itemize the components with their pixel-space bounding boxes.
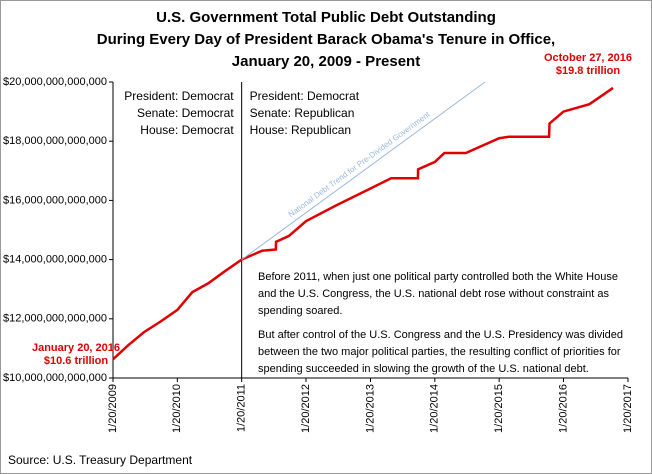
start-label: $10.6 trillion — [44, 355, 108, 367]
x-tick-label: 1/20/2011 — [236, 384, 248, 432]
party-label: House: Democrat — [140, 123, 234, 137]
note: But after control of the U.S. Congress a… — [258, 329, 623, 341]
trend-line — [241, 81, 486, 261]
x-tick-label: 1/20/2016 — [557, 384, 569, 433]
y-tick-label: $20,000,000,000,000 — [3, 76, 107, 88]
x-tick-label: 1/20/2017 — [622, 384, 634, 433]
y-tick-label: $18,000,000,000,000 — [3, 135, 107, 147]
note: and the U.S. Congress, the U.S. national… — [258, 288, 609, 300]
source: Source: U.S. Treasury Department — [8, 453, 193, 467]
x-tick-label: 1/20/2014 — [429, 384, 441, 433]
x-tick-label: 1/20/2009 — [107, 384, 119, 433]
x-tick-label: 1/20/2015 — [493, 384, 505, 433]
party-label: Senate: Democrat — [137, 106, 234, 120]
y-tick-label: $14,000,000,000,000 — [3, 254, 107, 266]
y-tick-label: $16,000,000,000,000 — [3, 194, 107, 206]
x-tick-label: 1/20/2010 — [171, 384, 183, 433]
x-tick-label: 1/20/2013 — [364, 384, 376, 433]
x-tick-label: 1/20/2012 — [300, 384, 312, 433]
chart-title: U.S. Government Total Public Debt Outsta… — [156, 9, 496, 26]
chart-title: During Every Day of President Barack Oba… — [97, 31, 555, 48]
party-label: President: Democrat — [124, 89, 234, 103]
y-tick-label: $12,000,000,000,000 — [3, 313, 107, 325]
y-tick-label: $10,000,000,000,000 — [3, 372, 107, 384]
debt-line — [112, 86, 614, 361]
start-label: January 20, 2016 — [32, 342, 120, 354]
note: Before 2011, when just one political par… — [258, 271, 618, 283]
note: between the two major political parties,… — [258, 346, 621, 358]
chart-title: January 20, 2009 - Present — [232, 53, 420, 70]
note: spending soared. — [258, 305, 342, 317]
party-label: President: Democrat — [250, 89, 360, 103]
end-label: $19.8 trillion — [556, 65, 620, 77]
party-label: House: Republican — [250, 123, 351, 137]
note: spending succeeded in slowing the growth… — [258, 363, 589, 375]
party-label: Senate: Republican — [250, 106, 355, 120]
end-label: October 27, 2016 — [544, 52, 632, 64]
